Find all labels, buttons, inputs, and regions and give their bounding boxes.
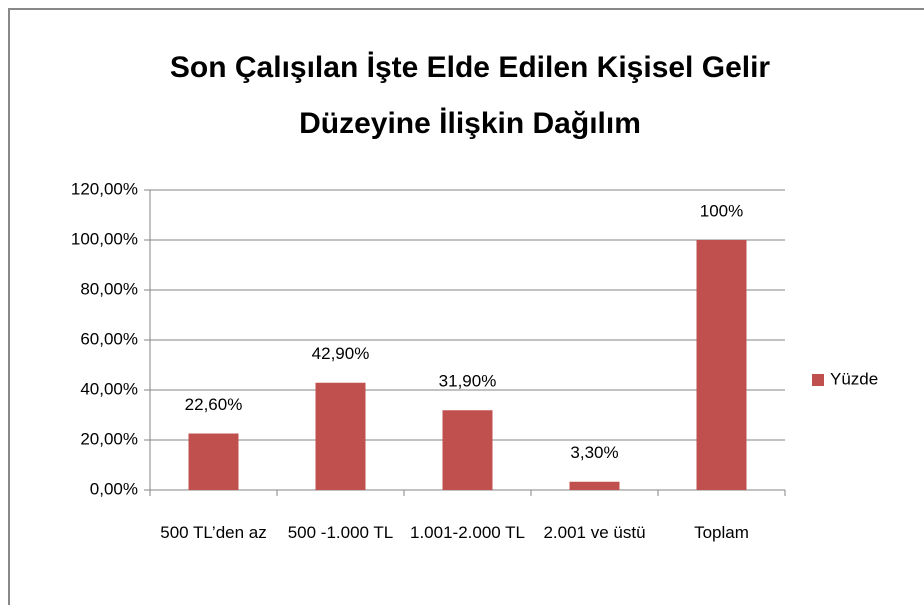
y-tick-label: 60,00% [80,329,138,348]
y-tick-label: 40,00% [80,379,138,398]
bar [315,382,366,490]
y-tick-label: 20,00% [80,429,138,448]
data-label: 100% [700,201,743,220]
x-tick-label: 500 TL’den az [160,523,267,542]
x-tick-label: 1.001-2.000 TL [410,523,525,542]
x-tick-label: 2.001 ve üstü [543,523,646,542]
y-tick-label: 100,00% [71,229,138,248]
data-label: 42,90% [312,344,370,363]
x-tick-label: Toplam [694,523,749,542]
data-label: 22,60% [185,395,243,414]
bar [696,240,747,490]
y-tick-label: 0,00% [90,479,138,498]
bar [569,481,620,490]
x-tick-label: 500 -1.000 TL [287,523,394,542]
bar [188,433,239,490]
data-label: 31,90% [439,372,497,391]
y-tick-label: 120,00% [71,179,138,198]
legend-label: Yüzde [830,369,878,388]
data-label: 3,30% [570,443,618,462]
bar [442,410,493,490]
chart-title: Son Çalışılan İşte Elde Edilen Kişisel G… [169,51,771,140]
y-tick-label: 80,00% [80,279,138,298]
frame-border [8,8,924,605]
legend-swatch [812,374,824,386]
